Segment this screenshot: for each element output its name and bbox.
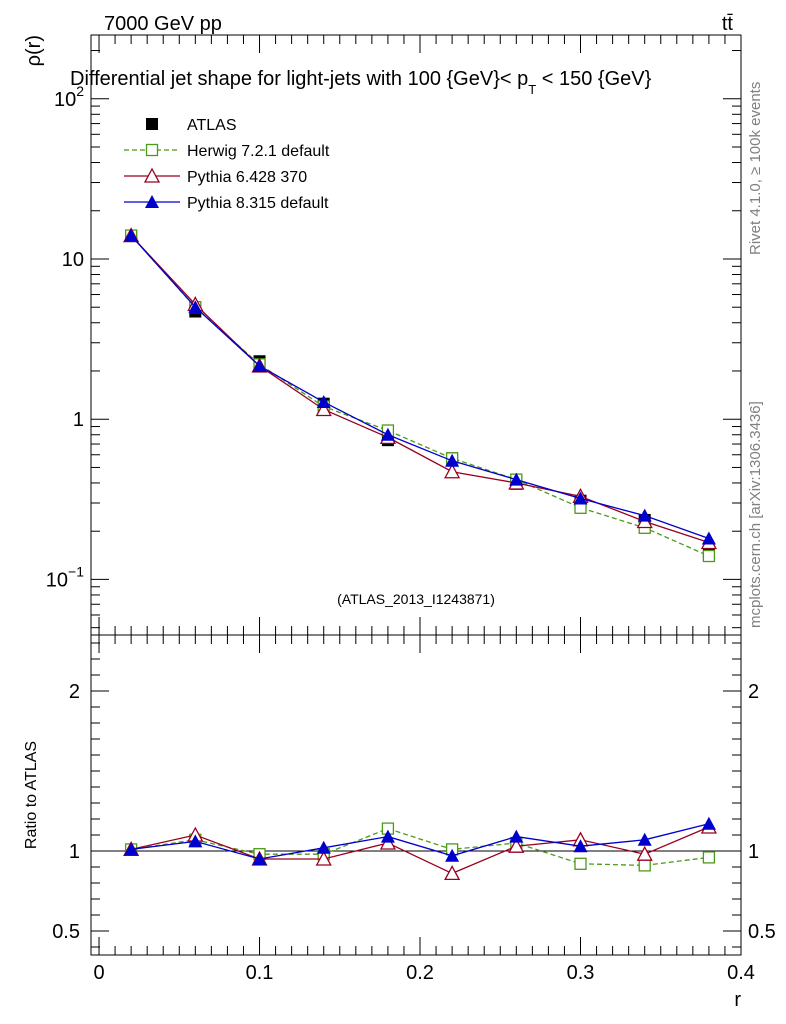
point-pythia6	[444, 865, 461, 881]
legend-label-pythia8: Pythia 8.315 default	[187, 195, 329, 212]
x-tick-label: 0.2	[406, 962, 434, 984]
y-tick-base: 10	[46, 569, 68, 591]
point-herwig	[702, 851, 716, 864]
legend-label-pythia6: Pythia 6.428 370	[187, 169, 307, 186]
point-pythia8	[188, 834, 203, 848]
legend-marker-atlas	[146, 118, 158, 130]
point-pythia6	[444, 463, 461, 479]
point-pythia8	[637, 832, 652, 846]
rivet-version-label: Rivet 4.1.0, ≥ 100k events	[747, 82, 764, 255]
legend-marker-herwig	[145, 143, 159, 157]
point-pythia8	[509, 829, 524, 843]
y-tick-base: 1	[73, 409, 84, 431]
point-pythia6	[315, 850, 332, 866]
point-pythia8	[252, 358, 267, 372]
process-label: tt̄	[722, 13, 734, 35]
y-tick-label-main: 1	[73, 409, 84, 431]
y-tick-label-main: 102	[54, 83, 84, 111]
point-pythia8	[188, 300, 203, 314]
point-pythia8	[124, 842, 139, 856]
point-pythia8	[316, 840, 331, 854]
energy-label: 7000 GeV pp	[104, 13, 222, 35]
y-tick-label-ratio: 0.5	[52, 921, 80, 943]
main-series	[123, 227, 717, 563]
point-pythia8	[573, 839, 588, 853]
x-axis-label: r	[734, 989, 741, 1011]
analysis-watermark: (ATLAS_2013_I1243871)	[337, 591, 495, 607]
point-pythia8	[316, 395, 331, 409]
point-pythia8	[380, 427, 395, 441]
y-tick-label-ratio-right: 1	[748, 841, 759, 863]
series-line-pythia6	[130, 235, 710, 544]
title-suffix: < 150 {GeV}	[536, 68, 651, 90]
point-herwig	[638, 859, 651, 872]
series-line-pythia6	[130, 826, 710, 875]
point-pythia8	[701, 816, 716, 830]
ratio-axes: 0 0.1 0.2 0.3 0.4 0.5 0.5 1 1 2 2	[52, 635, 776, 984]
y-tick-label-main: 10−1	[46, 563, 84, 591]
point-pythia8	[637, 508, 652, 522]
y-tick-label-ratio-right: 0.5	[748, 921, 776, 943]
legend-label-herwig: Herwig 7.2.1 default	[187, 143, 330, 160]
chart-title: Differential jet shape for light-jets wi…	[70, 68, 652, 97]
title-subscript: T	[528, 82, 536, 97]
y-tick-base: 10	[62, 249, 84, 271]
point-pythia6	[508, 837, 525, 853]
point-pythia6	[315, 401, 332, 417]
point-pythia8	[573, 491, 588, 505]
point-pythia8	[124, 228, 139, 242]
x-tick-label: 0.1	[246, 962, 274, 984]
series-line-herwig	[130, 235, 710, 557]
point-pythia6	[636, 845, 653, 861]
point-herwig	[702, 549, 716, 563]
series-line-pythia8	[131, 823, 710, 860]
legend: ATLAS Herwig 7.2.1 default Pythia 6.428 37…	[124, 117, 330, 212]
y-tick-exp: 2	[76, 83, 84, 99]
mcplots-label: mcplots.cern.ch [arXiv:1306.3436]	[747, 401, 764, 628]
legend-label-atlas: ATLAS	[187, 117, 237, 134]
point-pythia8	[445, 848, 460, 862]
x-tick-label: 0.3	[567, 962, 595, 984]
point-pythia8	[509, 472, 524, 486]
y-axis-label-ratio: Ratio to ATLAS	[23, 741, 40, 849]
ratio-series	[123, 816, 717, 881]
legend-marker-pythia8	[145, 195, 159, 208]
point-pythia8	[701, 531, 716, 545]
title-prefix: Differential jet shape for light-jets wi…	[70, 68, 528, 90]
y-tick-base: 10	[54, 89, 76, 111]
x-tick-label: 0.4	[727, 962, 755, 984]
legend-marker-pythia6	[143, 167, 161, 183]
point-pythia8	[252, 852, 267, 865]
ratio-plot-frame	[90, 634, 742, 956]
y-tick-label-ratio-right: 2	[748, 681, 759, 703]
point-pythia8	[445, 453, 460, 467]
x-tick-label: 0	[93, 962, 104, 984]
point-pythia8	[380, 829, 395, 843]
series-line-pythia8	[130, 235, 710, 540]
y-tick-exp: −1	[68, 563, 84, 579]
y-axis-label-main: ρ(r)	[23, 35, 45, 66]
point-herwig	[574, 857, 587, 870]
y-tick-label-ratio: 1	[69, 841, 80, 863]
y-tick-label-main: 10	[62, 249, 84, 271]
y-tick-label-ratio: 2	[69, 681, 80, 703]
